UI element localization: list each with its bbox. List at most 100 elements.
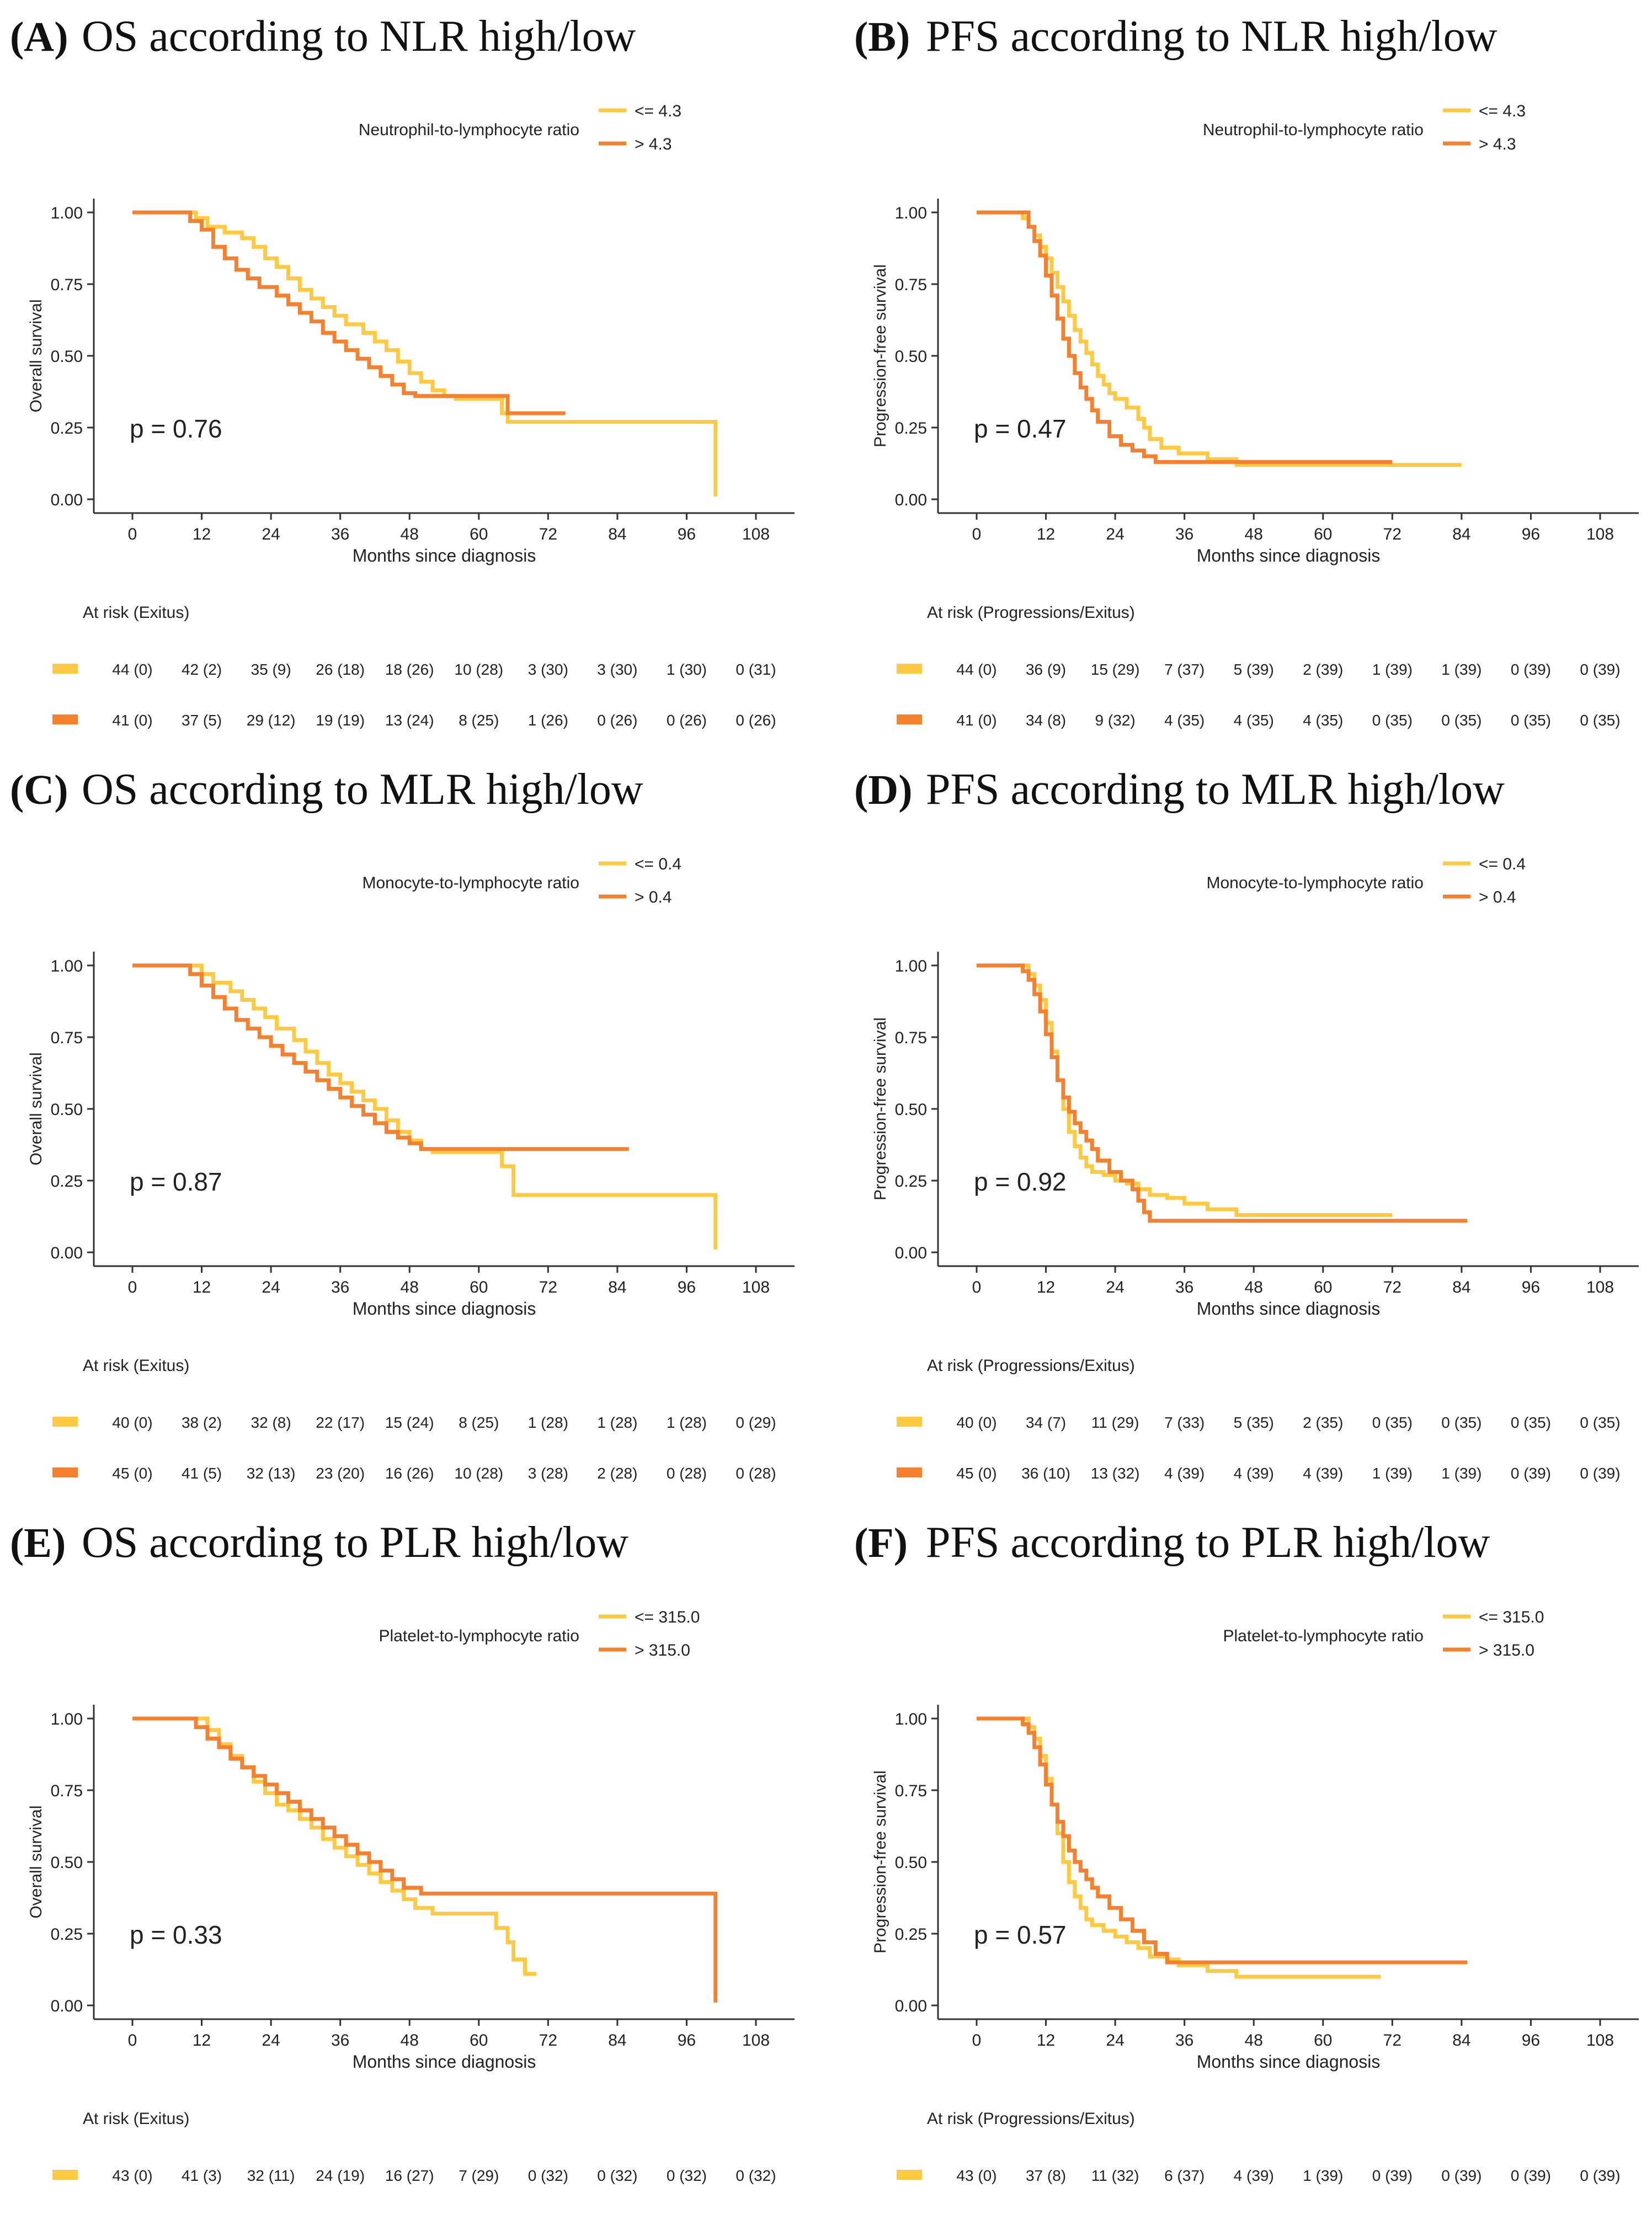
risk-cell: 32 (13) xyxy=(247,1465,296,1482)
risk-cell: 0 (39) xyxy=(1511,1465,1551,1482)
risk-cell: 0 (35) xyxy=(1441,1414,1482,1431)
y-tick-label: 0.75 xyxy=(51,1029,83,1047)
x-tick-label: 0 xyxy=(972,525,982,543)
panel-d: (D) PFS according to MLR high/low Monocyte… xyxy=(854,765,1639,1482)
risk-cell: 2 (35) xyxy=(1303,1414,1343,1431)
risk-cell: 34 (7) xyxy=(1026,1414,1066,1431)
x-tick-label: 48 xyxy=(401,2031,419,2050)
risk-cell: 41 (0) xyxy=(112,712,152,729)
risk-cell: 36 (9) xyxy=(1026,661,1066,678)
y-tick-label: 1.00 xyxy=(51,1710,83,1728)
x-tick-label: 36 xyxy=(331,525,349,543)
risk-cell: 24 (19) xyxy=(316,2167,365,2184)
x-tick-label: 96 xyxy=(1522,2031,1540,2050)
risk-cell: 35 (9) xyxy=(251,661,291,678)
x-axis-label: Months since diagnosis xyxy=(1197,546,1381,565)
risk-swatch-low xyxy=(897,1417,922,1427)
risk-cell: 32 (8) xyxy=(251,1414,291,1431)
x-tick-label: 48 xyxy=(401,525,419,543)
x-tick-label: 72 xyxy=(539,2031,557,2050)
panel-c: (C) OS according to MLR high/low Monocyte-… xyxy=(10,765,795,1482)
y-axis-label: Progression-free survival xyxy=(871,1770,889,1954)
risk-cell: 16 (27) xyxy=(385,2167,434,2184)
panel-letter: (C) xyxy=(10,767,68,813)
x-tick-label: 60 xyxy=(1314,1278,1332,1296)
x-axis-label: Months since diagnosis xyxy=(1197,2052,1381,2072)
risk-cell: 0 (28) xyxy=(736,1465,776,1482)
x-tick-label: 96 xyxy=(678,2031,696,2050)
x-axis-label: Months since diagnosis xyxy=(353,2052,536,2072)
legend-label: > 4.3 xyxy=(1479,135,1516,153)
y-tick-label: 1.00 xyxy=(51,957,83,975)
risk-cell: 0 (32) xyxy=(597,2167,637,2184)
risk-swatch-high xyxy=(897,1467,922,1477)
risk-cell: 0 (35) xyxy=(1580,712,1620,729)
km-curve-low xyxy=(132,210,718,497)
risk-cell: 0 (26) xyxy=(597,712,637,729)
y-tick-label: 1.00 xyxy=(895,204,927,222)
legend-title: Platelet-to-lymphocyte ratio xyxy=(1223,1627,1424,1645)
risk-cell: 0 (32) xyxy=(736,2167,776,2184)
y-tick-label: 0.50 xyxy=(51,1101,83,1119)
y-tick-label: 0.00 xyxy=(51,491,83,509)
x-tick-label: 84 xyxy=(1452,525,1470,543)
panel-e: (E) OS according to PLR high/low Platelet-… xyxy=(10,1518,795,2220)
x-tick-label: 60 xyxy=(1314,525,1332,543)
legend-title: Neutrophil-to-lymphocyte ratio xyxy=(1203,121,1424,139)
risk-cell: 0 (35) xyxy=(1511,1414,1551,1431)
x-tick-label: 48 xyxy=(1245,525,1263,543)
risk-cell: 0 (39) xyxy=(1372,2167,1413,2184)
risk-cell: 0 (26) xyxy=(736,712,776,729)
risk-swatch-high xyxy=(52,714,78,724)
km-curve-high xyxy=(132,210,566,415)
legend-label: > 4.3 xyxy=(635,135,672,153)
risk-cell: 4 (35) xyxy=(1164,712,1205,729)
p-value: p = 0.87 xyxy=(130,1167,222,1196)
risk-cell: 8 (25) xyxy=(459,1414,499,1431)
risk-cell: 4 (39) xyxy=(1234,1465,1274,1482)
y-tick-label: 0.75 xyxy=(51,276,83,294)
panel-letter: (A) xyxy=(10,14,68,60)
x-tick-label: 12 xyxy=(193,2031,211,2050)
x-tick-label: 24 xyxy=(262,2031,280,2050)
y-axis-label: Progression-free survival xyxy=(871,1017,889,1200)
risk-cell: 0 (39) xyxy=(1580,2167,1620,2184)
risk-cell: 3 (30) xyxy=(597,661,637,678)
y-tick-label: 0.50 xyxy=(895,1101,927,1119)
risk-cell: 13 (32) xyxy=(1091,1465,1140,1482)
risk-cell: 4 (39) xyxy=(1234,2167,1274,2184)
y-tick-label: 1.00 xyxy=(895,1710,927,1728)
x-tick-label: 36 xyxy=(331,1278,349,1296)
x-tick-label: 60 xyxy=(470,2031,488,2050)
legend-label: > 0.4 xyxy=(1479,888,1516,906)
y-tick-label: 0.25 xyxy=(895,1172,927,1191)
y-tick-label: 0.00 xyxy=(895,1997,927,2015)
y-tick-label: 0.50 xyxy=(895,348,927,366)
risk-cell: 0 (32) xyxy=(667,2167,707,2184)
x-tick-label: 72 xyxy=(1383,1278,1401,1296)
risk-swatch-low xyxy=(897,2170,922,2180)
risk-cell: 0 (35) xyxy=(1372,712,1413,729)
legend-label: <= 0.4 xyxy=(635,855,681,873)
risk-cell: 36 (10) xyxy=(1021,1465,1070,1482)
km-curve-high xyxy=(132,963,629,1151)
risk-cell: 42 (2) xyxy=(182,661,222,678)
x-tick-label: 0 xyxy=(128,1278,137,1296)
y-tick-label: 0.75 xyxy=(51,1782,83,1800)
risk-table-title: At risk (Exitus) xyxy=(83,2110,189,2128)
risk-table-title: At risk (Exitus) xyxy=(83,604,189,622)
risk-swatch-high xyxy=(897,714,922,724)
panel-letter: (F) xyxy=(854,1520,908,1566)
km-curve-high xyxy=(977,210,1393,464)
risk-swatch-low xyxy=(52,1417,78,1427)
x-tick-label: 96 xyxy=(678,525,696,543)
risk-cell: 1 (39) xyxy=(1303,2167,1343,2184)
y-tick-label: 0.00 xyxy=(895,1244,927,1262)
x-tick-label: 12 xyxy=(193,525,211,543)
risk-cell: 40 (0) xyxy=(956,1414,996,1431)
y-tick-label: 0.75 xyxy=(895,1782,927,1800)
risk-cell: 0 (35) xyxy=(1580,1414,1620,1431)
risk-cell: 0 (35) xyxy=(1511,712,1551,729)
risk-cell: 40 (0) xyxy=(112,1414,152,1431)
